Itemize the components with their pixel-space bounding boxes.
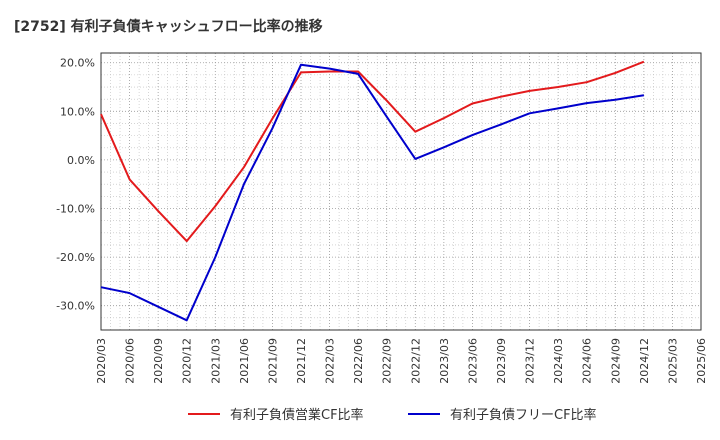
x-tick-label: 2022/12	[409, 338, 422, 384]
y-tick-label: 20.0%	[60, 57, 95, 70]
series-layer	[100, 60, 645, 322]
x-tick-label: 2025/03	[666, 338, 679, 384]
x-tick-label: 2022/03	[324, 338, 337, 384]
x-tick-label: 2024/03	[552, 338, 565, 384]
legend-label-1: 有利子負債営業CF比率	[230, 407, 364, 423]
series-line-1	[100, 60, 645, 243]
x-tick-label: 2024/12	[638, 338, 651, 384]
x-tick-label: 2020/03	[95, 338, 108, 384]
x-tick-label: 2022/09	[381, 338, 394, 384]
x-tick-label: 2020/09	[152, 338, 165, 384]
x-tick-label: 2021/12	[295, 338, 308, 384]
y-tick-label: 10.0%	[60, 105, 95, 118]
x-tick-label: 2025/06	[695, 338, 708, 384]
y-tick-label: -10.0%	[56, 203, 95, 216]
x-tick-label: 2020/12	[181, 338, 194, 384]
y-tick-label: -30.0%	[56, 300, 95, 313]
x-tick-label: 2021/03	[209, 338, 222, 384]
grid-layer	[100, 53, 702, 331]
x-tick-label: 2023/12	[524, 338, 537, 384]
chart-title: [2752] 有利子負債キャッシュフロー比率の推移	[14, 19, 323, 35]
x-tick-label: 2023/06	[466, 338, 479, 384]
legend-label-2: 有利子負債フリーCF比率	[450, 407, 597, 423]
x-tick-label: 2021/09	[266, 338, 279, 384]
x-axis-ticks: 2020/03 2020/06 2020/09 2020/12 2021/03 2021/…	[95, 338, 708, 384]
x-tick-label: 2023/09	[495, 338, 508, 384]
x-tick-label: 2024/06	[581, 338, 594, 384]
plot-frame	[100, 52, 702, 331]
y-tick-label: 0.0%	[67, 154, 95, 167]
x-tick-label: 2023/03	[438, 338, 451, 384]
y-tick-label: -20.0%	[56, 251, 95, 264]
x-tick-label: 2020/06	[124, 338, 137, 384]
x-tick-label: 2022/06	[352, 338, 365, 384]
x-tick-label: 2021/06	[238, 338, 251, 384]
series-line-2	[100, 63, 645, 322]
legend: 有利子負債営業CF比率 有利子負債フリーCF比率	[188, 407, 597, 423]
x-tick-label: 2024/09	[609, 338, 622, 384]
y-axis-ticks: 20.0% 10.0% 0.0% -10.0% -20.0% -30.0%	[56, 57, 95, 313]
